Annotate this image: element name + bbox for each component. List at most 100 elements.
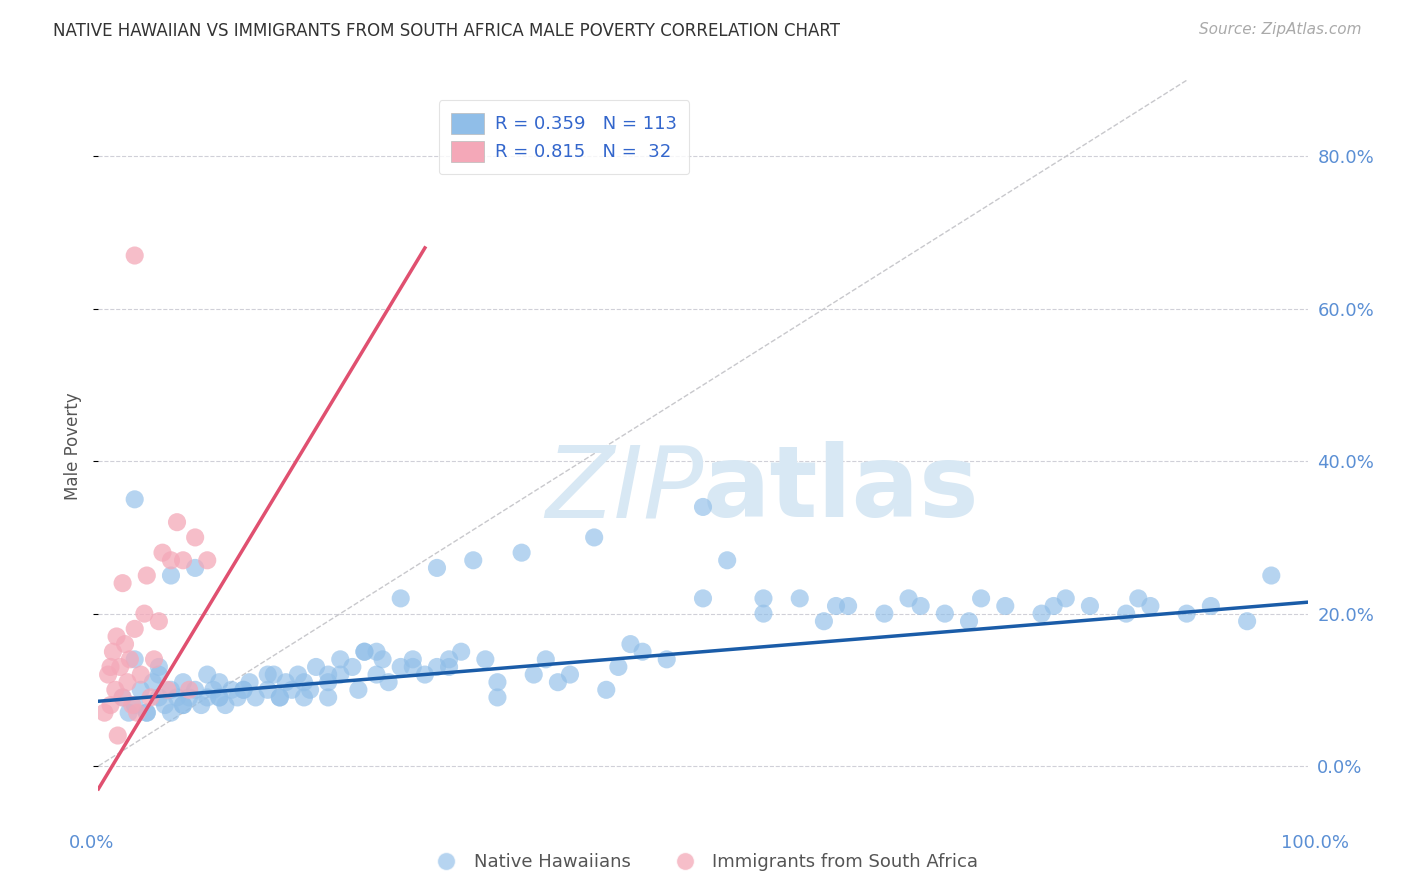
Point bbox=[208, 690, 231, 705]
Text: NATIVE HAWAIIAN VS IMMIGRANTS FROM SOUTH AFRICA MALE POVERTY CORRELATION CHART: NATIVE HAWAIIAN VS IMMIGRANTS FROM SOUTH… bbox=[53, 22, 841, 40]
Point bbox=[202, 682, 225, 697]
Point bbox=[752, 591, 775, 606]
Point bbox=[129, 682, 152, 697]
Text: Source: ZipAtlas.com: Source: ZipAtlas.com bbox=[1198, 22, 1361, 37]
Point bbox=[510, 546, 533, 560]
Point bbox=[172, 675, 194, 690]
Point bbox=[366, 645, 388, 659]
Point bbox=[813, 614, 835, 628]
Point bbox=[316, 667, 339, 681]
Point bbox=[347, 682, 370, 697]
Point bbox=[426, 660, 449, 674]
Point bbox=[1031, 607, 1053, 621]
Point bbox=[148, 614, 170, 628]
Point bbox=[208, 675, 231, 690]
Point bbox=[970, 591, 993, 606]
Point bbox=[107, 729, 129, 743]
Point bbox=[413, 667, 436, 681]
Point bbox=[486, 675, 509, 690]
Point bbox=[263, 667, 285, 681]
Point bbox=[1115, 607, 1137, 621]
Point bbox=[190, 698, 212, 712]
Legend: R = 0.359   N = 113, R = 0.815   N =  32: R = 0.359 N = 113, R = 0.815 N = 32 bbox=[439, 100, 689, 175]
Point bbox=[837, 599, 859, 613]
Point bbox=[316, 690, 339, 705]
Point bbox=[142, 675, 165, 690]
Point bbox=[118, 652, 141, 666]
Point bbox=[172, 553, 194, 567]
Point bbox=[100, 660, 122, 674]
Point bbox=[195, 690, 218, 705]
Point bbox=[166, 690, 188, 705]
Point bbox=[195, 667, 218, 681]
Point bbox=[148, 660, 170, 674]
Point bbox=[299, 682, 322, 697]
Point bbox=[897, 591, 920, 606]
Point bbox=[274, 675, 297, 690]
Point bbox=[353, 645, 375, 659]
Point bbox=[124, 698, 146, 712]
Legend: Native Hawaiians, Immigrants from South Africa: Native Hawaiians, Immigrants from South … bbox=[422, 847, 984, 879]
Point bbox=[426, 561, 449, 575]
Point bbox=[97, 667, 120, 681]
Point bbox=[994, 599, 1017, 613]
Point bbox=[437, 660, 460, 674]
Point bbox=[214, 698, 236, 712]
Point bbox=[716, 553, 738, 567]
Point bbox=[160, 568, 183, 582]
Point bbox=[153, 698, 176, 712]
Point bbox=[583, 530, 606, 544]
Point bbox=[195, 553, 218, 567]
Point bbox=[287, 667, 309, 681]
Point bbox=[124, 622, 146, 636]
Point bbox=[124, 652, 146, 666]
Point bbox=[118, 706, 141, 720]
Point bbox=[607, 660, 630, 674]
Point bbox=[631, 645, 654, 659]
Point bbox=[329, 667, 352, 681]
Point bbox=[111, 576, 134, 591]
Point bbox=[101, 645, 124, 659]
Point bbox=[389, 591, 412, 606]
Point bbox=[655, 652, 678, 666]
Point bbox=[934, 607, 956, 621]
Point bbox=[160, 682, 183, 697]
Point bbox=[152, 546, 174, 560]
Point bbox=[127, 706, 149, 720]
Point bbox=[389, 660, 412, 674]
Text: ZIP: ZIP bbox=[544, 442, 703, 539]
Point bbox=[239, 675, 262, 690]
Point bbox=[179, 682, 201, 697]
Y-axis label: Male Poverty: Male Poverty bbox=[65, 392, 83, 500]
Point bbox=[139, 690, 162, 705]
Point bbox=[232, 682, 254, 697]
Point bbox=[1054, 591, 1077, 606]
Point bbox=[692, 591, 714, 606]
Point bbox=[371, 652, 394, 666]
Text: 100.0%: 100.0% bbox=[1281, 834, 1348, 852]
Point bbox=[221, 682, 243, 697]
Point bbox=[619, 637, 641, 651]
Point bbox=[463, 553, 485, 567]
Text: 0.0%: 0.0% bbox=[69, 834, 114, 852]
Point bbox=[232, 682, 254, 697]
Point bbox=[1042, 599, 1064, 613]
Point bbox=[825, 599, 848, 613]
Point bbox=[166, 515, 188, 529]
Point bbox=[179, 690, 201, 705]
Point bbox=[547, 675, 569, 690]
Point bbox=[135, 706, 157, 720]
Point bbox=[402, 660, 425, 674]
Point bbox=[148, 667, 170, 681]
Point bbox=[292, 690, 315, 705]
Point bbox=[486, 690, 509, 705]
Point bbox=[316, 675, 339, 690]
Point bbox=[134, 607, 156, 621]
Point bbox=[117, 675, 139, 690]
Point bbox=[111, 690, 134, 705]
Point bbox=[1139, 599, 1161, 613]
Point bbox=[342, 660, 364, 674]
Point bbox=[172, 698, 194, 712]
Point bbox=[1236, 614, 1258, 628]
Point bbox=[1175, 607, 1198, 621]
